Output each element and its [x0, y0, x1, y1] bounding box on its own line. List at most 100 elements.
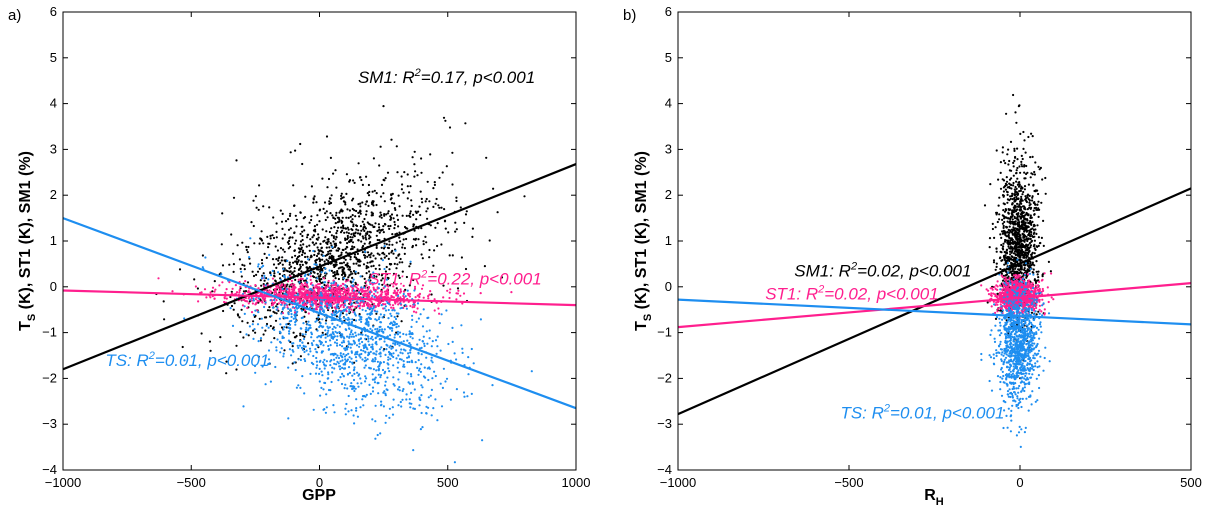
scatter-point-ts: [359, 356, 362, 359]
scatter-point-sm1: [361, 246, 364, 249]
scatter-point-sm1: [329, 201, 333, 205]
scatter-point-sm1: [293, 204, 296, 207]
scatter-point-ts: [364, 250, 367, 253]
scatter-point-st1: [418, 295, 421, 299]
scatter-point-st1: [224, 291, 227, 294]
scatter-point-sm1: [420, 253, 423, 256]
scatter-point-ts: [421, 386, 424, 389]
scatter-point-sm1: [409, 262, 412, 265]
scatter-point-ts: [324, 336, 327, 339]
scatter-point-sm1: [330, 194, 333, 197]
scatter-point-st1: [279, 289, 282, 293]
scatter-point-sm1: [1044, 192, 1047, 195]
scatter-point-ts: [442, 367, 445, 370]
scatter-point-ts: [383, 372, 386, 375]
scatter-point-sm1: [997, 204, 1000, 207]
scatter-point-sm1: [448, 254, 451, 257]
scatter-point-sm1: [995, 265, 998, 268]
scatter-point-sm1: [1009, 237, 1012, 240]
scatter-point-ts: [328, 334, 331, 337]
scatter-point-ts: [275, 346, 278, 349]
scatter-point-sm1: [221, 264, 225, 267]
scatter-point-ts: [321, 318, 324, 321]
scatter-point-sm1: [299, 334, 302, 337]
scatter-point-sm1: [1040, 236, 1043, 239]
scatter-point-ts: [353, 341, 356, 344]
scatter-point-ts: [393, 336, 396, 339]
scatter-point-st1: [416, 307, 419, 310]
scatter-point-sm1: [383, 214, 386, 217]
scatter-point-sm1: [1002, 242, 1005, 245]
scatter-point-st1: [313, 290, 316, 294]
scatter-point-sm1: [340, 194, 343, 197]
scatter-point-sm1: [315, 254, 319, 258]
scatter-point-ts: [347, 366, 351, 369]
scatter-point-ts: [463, 395, 466, 398]
scatter-point-sm1: [1022, 245, 1026, 248]
scatter-point-ts: [417, 317, 420, 320]
scatter-point-ts: [282, 355, 285, 358]
scatter-point-ts: [374, 336, 377, 339]
scatter-point-ts: [377, 392, 380, 395]
scatter-point-sm1: [324, 212, 327, 215]
scatter-point-ts: [254, 371, 257, 374]
scatter-point-ts: [361, 340, 364, 344]
scatter-point-ts: [440, 313, 443, 316]
scatter-point-sm1: [1021, 233, 1024, 236]
scatter-point-sm1: [344, 227, 347, 230]
scatter-point-sm1: [412, 278, 415, 282]
scatter-point-sm1: [1035, 232, 1038, 235]
scatter-point-sm1: [384, 177, 387, 180]
scatter-point-sm1: [382, 231, 385, 234]
scatter-point-ts: [427, 378, 430, 382]
scatter-point-st1: [275, 285, 278, 288]
scatter-point-ts: [311, 284, 314, 287]
scatter-point-ts: [319, 336, 323, 339]
scatter-point-sm1: [384, 223, 387, 226]
scatter-point-sm1: [363, 242, 366, 245]
scatter-point-ts: [294, 323, 297, 326]
scatter-point-ts: [371, 348, 374, 351]
scatter-point-ts: [304, 328, 307, 331]
scatter-point-ts: [385, 414, 388, 417]
scatter-point-sm1: [258, 184, 261, 187]
scatter-point-ts: [253, 364, 257, 368]
scatter-point-sm1: [1033, 202, 1036, 205]
scatter-point-sm1: [1011, 218, 1014, 221]
scatter-point-st1: [305, 303, 308, 306]
scatter-point-ts: [377, 381, 380, 385]
scatter-point-sm1: [301, 249, 305, 252]
scatter-point-st1: [221, 281, 224, 284]
scatter-point-st1: [391, 304, 395, 307]
scatter-point-sm1: [381, 273, 384, 276]
scatter-point-sm1: [358, 313, 361, 316]
scatter-point-ts: [375, 340, 378, 344]
scatter-point-sm1: [295, 257, 298, 260]
scatter-point-ts: [344, 407, 347, 410]
scatter-point-st1: [402, 294, 405, 298]
scatter-point-ts: [290, 315, 293, 318]
scatter-point-sm1: [435, 197, 438, 201]
scatter-point-sm1: [379, 229, 382, 232]
scatter-point-ts: [447, 342, 450, 346]
scatter-point-ts: [341, 359, 344, 362]
scatter-point-ts: [396, 333, 399, 336]
scatter-point-ts: [335, 342, 339, 345]
scatter-point-sm1: [341, 210, 344, 213]
y-tick-label: 5: [50, 50, 57, 65]
scatter-point-ts: [297, 358, 300, 361]
scatter-point-ts: [395, 357, 398, 360]
scatter-point-sm1: [413, 150, 416, 153]
scatter-point-ts: [430, 359, 433, 362]
scatter-point-ts: [325, 406, 328, 409]
scatter-point-ts: [375, 330, 378, 334]
scatter-point-ts: [427, 316, 430, 319]
scatter-point-sm1: [456, 287, 460, 290]
scatter-point-st1: [354, 305, 357, 309]
scatter-point-sm1: [335, 273, 338, 276]
scatter-point-sm1: [338, 211, 341, 214]
scatter-point-st1: [299, 285, 302, 288]
scatter-point-sm1: [1005, 180, 1009, 183]
scatter-point-sm1: [381, 283, 384, 286]
